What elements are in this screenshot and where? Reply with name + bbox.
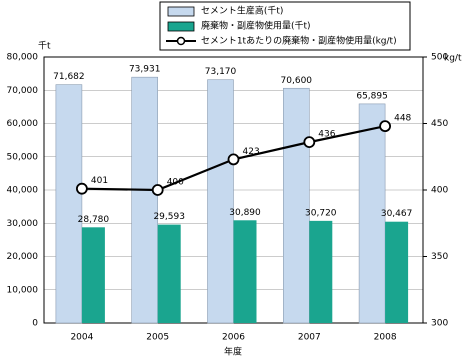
legend-label: セメント生産高(千t) [201,5,283,17]
line-marker [379,120,392,133]
legend-marker [176,36,186,46]
value-label: 448 [394,114,411,124]
y-tick-label: 30,000 [7,219,39,229]
x-tick-label: 2004 [70,333,93,343]
bar [358,103,386,324]
y-tick-label: 60,000 [7,119,39,129]
value-label: 436 [318,130,335,140]
y-axis-label: 千t [38,41,51,52]
legend-swatch [167,6,195,17]
y2-tick-label: 400 [431,186,448,196]
value-label: 401 [91,176,108,186]
x-tick-label: 2005 [146,333,169,343]
y-tick-label: 70,000 [7,86,39,96]
value-label: 423 [243,147,260,157]
legend-label: 廃棄物・副産物使用量(千t) [201,20,311,32]
bar [81,227,105,323]
bar [233,220,257,323]
y-tick-label: 10,000 [7,285,39,295]
bar [385,221,409,323]
value-label: 400 [167,178,184,188]
x-tick-label: 2006 [222,333,245,343]
legend-label: セメント1tあたりの廃棄物・副産物使用量(kg/t) [201,35,397,47]
y2-axis-label: kg/t [444,54,462,64]
y-tick-label: 0 [32,319,38,329]
line-marker [303,136,316,149]
y-tick-label: 20,000 [7,252,39,262]
x-tick-label: 2008 [374,333,397,343]
value-label: 71,682 [53,72,85,82]
value-label: 29,593 [153,212,185,222]
bar [157,224,181,323]
value-label: 30,890 [229,208,261,218]
value-label: 73,931 [129,65,161,75]
x-axis-label: 年度 [224,346,242,358]
value-label: 30,720 [305,208,337,218]
y-tick-label: 40,000 [7,186,39,196]
value-label: 73,170 [205,67,237,77]
bar [309,220,333,323]
value-label: 28,780 [78,215,110,225]
value-label: 70,600 [281,76,313,86]
y-tick-label: 50,000 [7,152,39,162]
bar [207,79,234,324]
line-marker [151,184,164,196]
bar [131,76,158,324]
bar [55,84,83,324]
y2-tick-label: 500 [431,53,448,63]
legend-box [159,1,411,51]
bar [282,87,310,324]
value-label: 65,895 [356,91,388,101]
line-marker [227,153,240,166]
line-marker [76,182,88,195]
y2-tick-label: 450 [431,119,448,129]
y2-tick-label: 300 [431,319,448,329]
y-tick-label: 80,000 [7,53,39,63]
x-tick-label: 2007 [298,333,321,343]
y2-tick-label: 350 [431,252,448,262]
value-label: 30,467 [381,209,413,219]
legend-swatch [167,21,195,32]
